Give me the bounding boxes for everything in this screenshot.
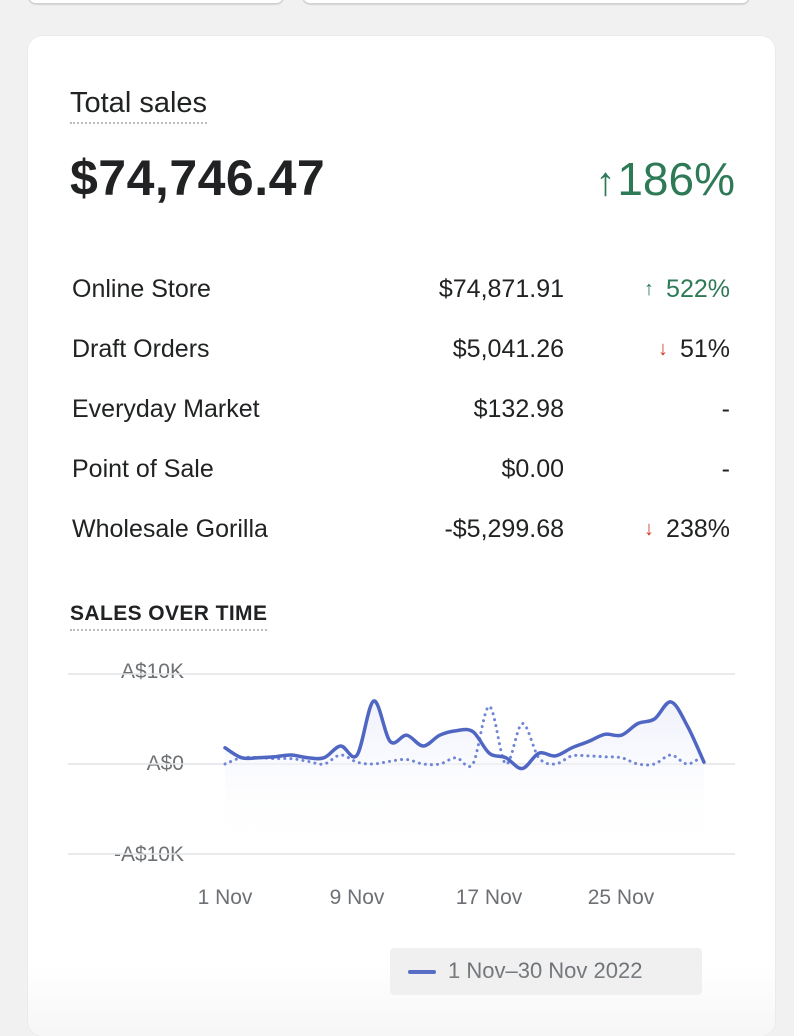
top-card-right-edge: [302, 0, 750, 4]
total-sales-card: Total sales $74,746.47 ↑186% Online Stor…: [28, 36, 775, 1036]
channel-value: $132.98: [473, 395, 564, 423]
legend-label: 1 Nov–30 Nov 2022: [448, 958, 643, 983]
data-point-current[interactable]: [665, 696, 677, 708]
data-point-current[interactable]: [450, 725, 462, 737]
channel-change: -: [721, 455, 730, 483]
data-point-current[interactable]: [533, 747, 545, 759]
data-point-current[interactable]: [648, 713, 660, 725]
arrow-up-icon: ↑: [644, 278, 655, 300]
total-change-percent: 186%: [617, 153, 735, 205]
data-point-current[interactable]: [252, 752, 264, 764]
total-sales-change: ↑186%: [595, 151, 735, 210]
data-point-current[interactable]: [417, 740, 429, 752]
x-tick-label: 9 Nov: [329, 886, 385, 909]
breakdown-row-wholesale-gorilla: Wholesale Gorilla -$5,299.68 ↓ 238%: [72, 509, 730, 549]
data-point-current[interactable]: [483, 747, 495, 759]
series-line-current: [223, 699, 706, 771]
legend-line-swatch: [408, 970, 436, 974]
data-point-current[interactable]: [285, 749, 297, 761]
y-tick-label: A$10K: [120, 660, 184, 683]
card-title[interactable]: Total sales: [70, 86, 208, 124]
channel-value: $5,041.26: [452, 335, 564, 363]
breakdown-row-everyday-market: Everyday Market $132.98 -: [72, 389, 730, 429]
data-point-current[interactable]: [500, 752, 512, 764]
breakdown-row-point-of-sale: Point of Sale $0.00 -: [72, 449, 730, 489]
data-point-current[interactable]: [698, 756, 710, 768]
channel-label: Online Store: [72, 275, 211, 303]
channel-label: Draft Orders: [72, 335, 210, 363]
arrow-down-icon: ↓: [657, 338, 668, 360]
channel-label: Everyday Market: [72, 395, 260, 423]
channel-change: -: [721, 395, 730, 423]
data-point-current[interactable]: [318, 752, 330, 764]
chart-title[interactable]: SALES OVER TIME: [70, 601, 268, 631]
data-point-current[interactable]: [384, 736, 396, 748]
channel-value: $0.00: [501, 455, 564, 483]
data-point-current[interactable]: [516, 763, 528, 775]
channel-label: Wholesale Gorilla: [72, 515, 268, 543]
chart-legend[interactable]: 1 Nov–30 Nov 2022: [390, 948, 702, 995]
data-point-current[interactable]: [549, 750, 561, 762]
series-area-fill: [225, 700, 704, 854]
arrow-down-icon: ↓: [644, 518, 655, 540]
data-point-current[interactable]: [368, 695, 380, 707]
change-percent: 238%: [666, 515, 730, 543]
data-point-current[interactable]: [434, 729, 446, 741]
data-point-current[interactable]: [467, 726, 479, 738]
data-point-current[interactable]: [236, 752, 248, 764]
channel-change: ↓ 238%: [644, 509, 730, 551]
channel-value: $74,871.91: [438, 275, 564, 303]
x-tick-label: 25 Nov: [587, 886, 655, 909]
top-card-left-edge: [28, 0, 284, 4]
arrow-up-icon: ↑: [595, 160, 616, 204]
change-percent: 51%: [679, 335, 730, 363]
data-point-current[interactable]: [335, 740, 347, 752]
data-point-current[interactable]: [566, 742, 578, 754]
data-point-current[interactable]: [302, 752, 314, 764]
breakdown-row-online-store: Online Store $74,871.91 ↑ 522%: [72, 269, 730, 309]
sales-over-time-chart[interactable]: [28, 656, 775, 896]
data-point-current[interactable]: [401, 729, 413, 741]
data-point-current[interactable]: [632, 718, 644, 730]
x-tick-label: 1 Nov: [197, 886, 253, 909]
x-tick-label: 17 Nov: [455, 886, 523, 909]
channel-change: ↑ 522%: [644, 269, 730, 311]
channel-change: ↓ 51%: [658, 329, 730, 371]
data-point-current[interactable]: [219, 742, 231, 754]
total-sales-value: $74,746.47: [70, 150, 326, 206]
data-point-current[interactable]: [615, 729, 627, 741]
data-point-current[interactable]: [269, 751, 281, 763]
breakdown-row-draft-orders: Draft Orders $5,041.26 ↓ 51%: [72, 329, 730, 369]
channel-value: -$5,299.68: [444, 515, 564, 543]
data-point-current[interactable]: [599, 728, 611, 740]
data-point-current[interactable]: [582, 736, 594, 748]
change-percent: 522%: [666, 275, 730, 303]
channel-label: Point of Sale: [72, 455, 214, 483]
data-point-current[interactable]: [681, 720, 693, 732]
data-point-current[interactable]: [351, 749, 363, 761]
